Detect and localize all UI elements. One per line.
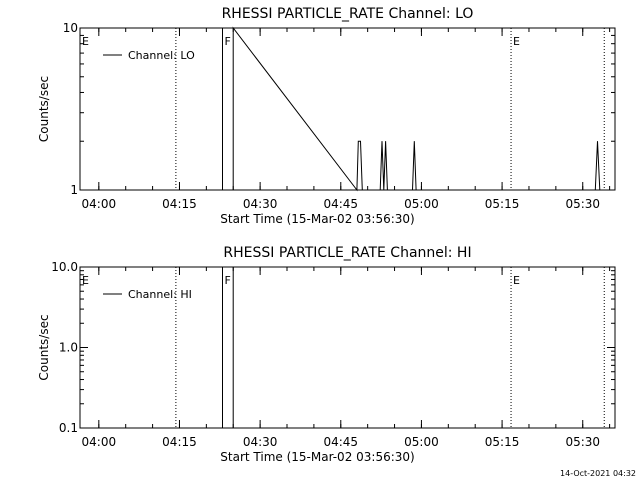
plot-frame <box>79 27 616 191</box>
x-tick-label: 04:15 <box>162 197 197 211</box>
x-axis-label: Start Time (15-Mar-02 03:56:30) <box>220 450 414 464</box>
event-marker-label: E <box>82 274 89 287</box>
event-marker-label: E <box>513 274 520 287</box>
y-tick-label: 0.1 <box>59 421 78 435</box>
event-marker-label: E <box>82 35 89 48</box>
legend-entry: Channel: HI <box>128 288 192 301</box>
x-tick-label: 04:30 <box>243 197 278 211</box>
series-line <box>222 26 601 192</box>
y-tick-label: 1 <box>70 183 78 197</box>
y-tick-label: 1.0 <box>59 341 78 355</box>
x-tick-label: 05:00 <box>404 197 439 211</box>
event-marker-label: E <box>513 35 520 48</box>
chart-title: RHESSI PARTICLE_RATE Channel: LO <box>222 6 474 22</box>
x-tick-label: 05:30 <box>565 197 600 211</box>
x-tick-label: 05:15 <box>485 435 520 449</box>
legend-entry: Channel: LO <box>128 49 195 62</box>
y-axis-label: Counts/sec <box>37 314 51 380</box>
x-tick-label: 05:00 <box>404 435 439 449</box>
timestamp: 14-Oct-2021 04:32 <box>560 469 636 478</box>
series-line <box>222 267 234 429</box>
x-tick-label: 05:30 <box>565 435 600 449</box>
y-tick-label: 10.0 <box>51 260 78 274</box>
event-marker-label: F <box>224 274 230 287</box>
event-marker-label: F <box>224 35 230 48</box>
x-tick-label: 04:00 <box>82 435 117 449</box>
y-axis-label: Counts/sec <box>37 76 51 142</box>
x-tick-label: 04:45 <box>323 197 358 211</box>
x-tick-label: 04:15 <box>162 435 197 449</box>
x-tick-label: 05:15 <box>485 197 520 211</box>
chart-title: RHESSI PARTICLE_RATE Channel: HI <box>223 245 471 261</box>
x-tick-label: 04:00 <box>82 197 117 211</box>
x-axis-label: Start Time (15-Mar-02 03:56:30) <box>220 212 414 226</box>
y-tick-label: 10 <box>63 21 78 35</box>
x-tick-label: 04:45 <box>323 435 358 449</box>
x-tick-label: 04:30 <box>243 435 278 449</box>
